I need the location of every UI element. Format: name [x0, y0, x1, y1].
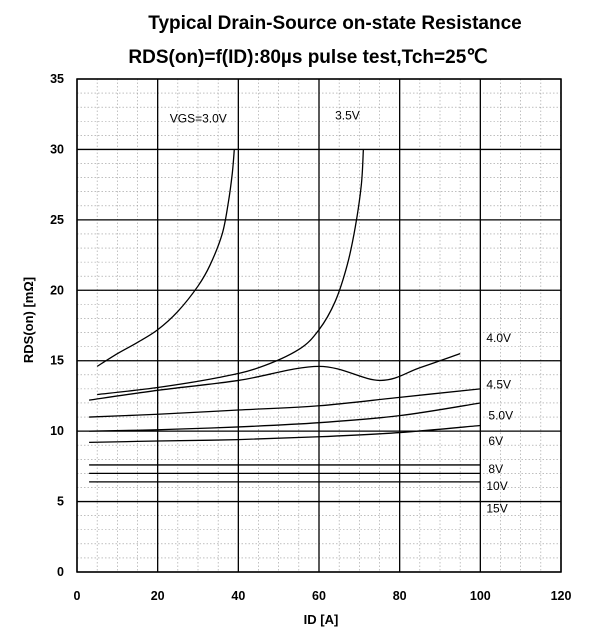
- series-label: VGS=3.0V: [170, 111, 227, 125]
- series-label: 8V: [488, 462, 503, 476]
- series-line: [89, 388, 481, 418]
- series-label: 10V: [486, 479, 507, 493]
- y-tick-label: 5: [57, 495, 64, 509]
- series-label: 4.5V: [486, 378, 511, 392]
- y-tick-label: 25: [50, 213, 64, 227]
- y-axis-label: RDS(on) [mΩ]: [21, 277, 36, 363]
- x-tick-label: 100: [470, 589, 491, 603]
- series-label: 4.0V: [486, 331, 511, 345]
- y-tick-labels: 0 5 10 15 20 25 30 35: [50, 72, 64, 579]
- series-label: 3.5V: [335, 109, 360, 123]
- x-tick-label: 60: [312, 589, 326, 603]
- series-line: [89, 402, 481, 432]
- chart-subtitle: RDS(on)=f(ID):80µs pulse test,Tch=25℃: [128, 47, 487, 68]
- y-tick-label: 35: [50, 72, 64, 86]
- y-tick-label: 30: [50, 142, 64, 156]
- x-tick-label: 120: [551, 589, 572, 603]
- plot-frame: [76, 78, 562, 573]
- y-tick-label: 10: [50, 424, 64, 438]
- x-tick-labels: 0 20 40 60 80 100 120: [74, 589, 572, 603]
- x-tick-label: 40: [231, 589, 245, 603]
- series-label: 5.0V: [488, 409, 513, 423]
- chart-title: Typical Drain-Source on-state Resistance: [148, 13, 521, 34]
- series-label: 15V: [486, 502, 507, 516]
- x-tick-label: 0: [74, 589, 81, 603]
- series-line: [89, 424, 481, 444]
- series-lines: [89, 149, 481, 483]
- series-line: [96, 149, 235, 367]
- series-line: [89, 353, 461, 401]
- x-tick-label: 20: [151, 589, 165, 603]
- series-label: 6V: [488, 434, 503, 448]
- x-axis-label: ID [A]: [304, 612, 339, 627]
- series-line: [97, 149, 365, 396]
- major-grid: [76, 78, 562, 573]
- series-labels: VGS=3.0V 3.5V 4.0V 4.5V 5.0V 6V 8V 10V 15V: [170, 109, 513, 516]
- y-tick-label: 15: [50, 354, 64, 368]
- y-tick-label: 20: [50, 283, 64, 297]
- x-tick-label: 80: [393, 589, 407, 603]
- y-tick-label: 0: [57, 565, 64, 579]
